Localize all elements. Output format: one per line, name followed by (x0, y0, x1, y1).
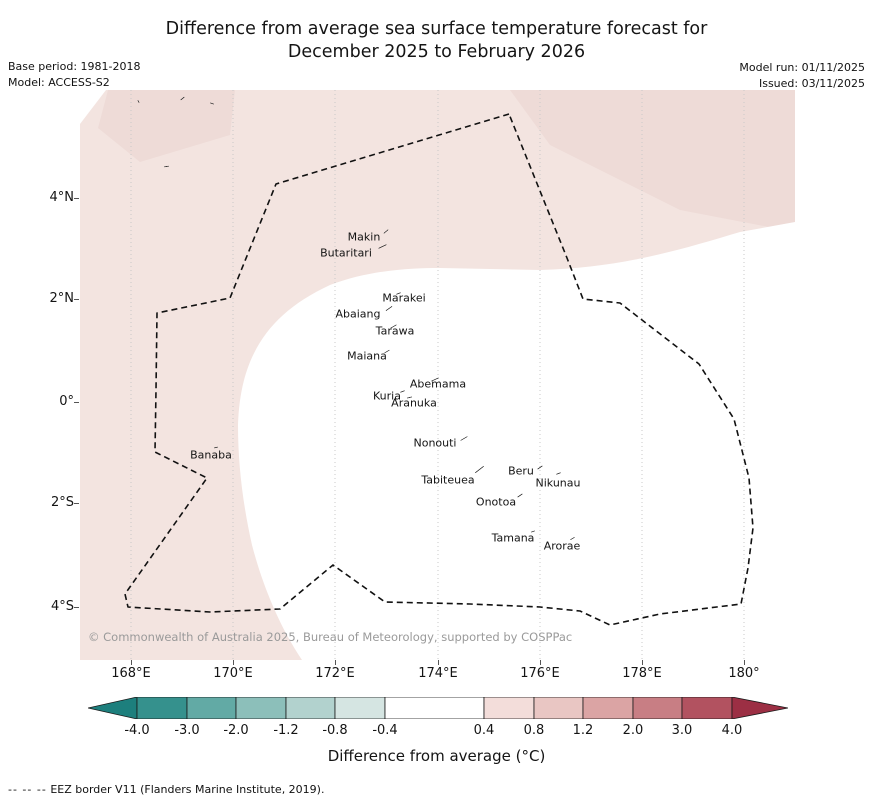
lat-tick-label: 4°S (50, 599, 74, 614)
meta-right: Model run: 01/11/2025 Issued: 03/11/2025 (739, 60, 865, 92)
colorbar-tick-label: 4.0 (721, 723, 743, 738)
lat-tick-label: 2°N (49, 291, 75, 306)
island-label: Kuria (373, 389, 401, 403)
lon-tick-mark (744, 660, 745, 665)
island-label: Maiana (347, 349, 387, 363)
lat-tick-mark (74, 299, 79, 300)
colorbar (87, 696, 789, 720)
lon-tick-mark (438, 660, 439, 665)
island-label: Onotoa (475, 495, 517, 509)
lat-tick-label: 2°S (50, 495, 74, 510)
island-label: Banaba (190, 448, 232, 462)
eez-border-line (124, 113, 754, 626)
lon-tick-label: 172°E (315, 666, 355, 681)
colorbar-tick-label: -3.0 (174, 723, 200, 738)
colorbar-tick-label: -0.4 (372, 723, 398, 738)
colorbar-segment (582, 696, 634, 720)
eez-legend-note: -- -- -- EEZ border V11 (Flanders Marine… (8, 783, 324, 796)
island-label: Butaritari (320, 246, 372, 260)
lon-tick-mark (540, 660, 541, 665)
page-title-line2: December 2025 to February 2026 (287, 42, 586, 62)
lon-tick-label: 176°E (520, 666, 560, 681)
island-label: Tarawa (375, 324, 415, 338)
lon-tick-label: 174°E (418, 666, 458, 681)
island-label: Abemama (409, 377, 467, 391)
colorbar-tick-label: 3.0 (671, 723, 693, 738)
colorbar-tick-label: -4.0 (124, 723, 150, 738)
colorbar-segment (334, 696, 386, 720)
colorbar-tick-label: -1.2 (273, 723, 299, 738)
meta-left: Base period: 1981-2018 Model: ACCESS-S2 (8, 59, 140, 91)
colorbar-segment (285, 696, 336, 720)
island-label: Arorae (543, 539, 581, 553)
colorbar-axis-label: Difference from average (°C) (327, 747, 546, 765)
island-label: Tabiteuea (421, 473, 475, 487)
copyright-text: © Commonwealth of Australia 2025, Bureau… (88, 630, 573, 644)
island-label: Beru (508, 464, 534, 478)
lon-tick-mark (233, 660, 234, 665)
colorbar-segment (235, 696, 287, 720)
island-label: Abaiang (335, 307, 381, 321)
model-text: Model: ACCESS-S2 (8, 76, 110, 89)
lon-tick-mark (642, 660, 643, 665)
lon-tick-label: 178°E (622, 666, 662, 681)
colorbar-segment (632, 696, 683, 720)
colorbar-tick-label: 1.2 (572, 723, 594, 738)
colorbar-tick-label: 0.8 (523, 723, 545, 738)
colorbar-segment (483, 696, 535, 720)
lon-tick-mark (335, 660, 336, 665)
colorbar-tick-label: -0.8 (322, 723, 348, 738)
lon-tick-mark (131, 660, 132, 665)
lat-tick-mark (74, 402, 79, 403)
island-label: Nonouti (413, 436, 457, 450)
lat-tick-mark (74, 607, 79, 608)
lat-tick-mark (74, 198, 79, 199)
lat-tick-mark (74, 503, 79, 504)
colorbar-tick-label: 2.0 (622, 723, 644, 738)
colorbar-segment (533, 696, 584, 720)
eez-dash-sample: -- -- -- (8, 783, 47, 796)
lon-tick-label: 168°E (111, 666, 151, 681)
island-label: Nikunau (535, 476, 581, 490)
island-label: Tamana (491, 531, 535, 545)
colorbar-segment (681, 696, 733, 720)
island-label: Makin (347, 230, 381, 244)
colorbar-tick-label: -2.0 (223, 723, 249, 738)
lon-tick-label: 180° (728, 666, 760, 681)
colorbar-segment (384, 696, 485, 720)
colorbar-segment (136, 696, 188, 720)
island-label: Aranuka (391, 396, 437, 410)
colorbar-segment (186, 696, 237, 720)
page-title-line1: Difference from average sea surface temp… (165, 19, 708, 39)
issued-text: Issued: 03/11/2025 (758, 77, 865, 90)
island-label: Marakei (382, 291, 426, 305)
map-canvas: Makin Butaritari Marakei Abaiang Tarawa Maian… (80, 90, 795, 660)
sst-anomaly-map (80, 90, 795, 660)
lon-tick-label: 170°E (213, 666, 253, 681)
lat-tick-label: 4°N (49, 190, 75, 205)
colorbar-tick-label: 0.4 (473, 723, 495, 738)
lat-tick-label: 0° (59, 394, 74, 409)
base-period-text: Base period: 1981-2018 (8, 60, 141, 73)
model-run-text: Model run: 01/11/2025 (739, 61, 865, 74)
eez-note-text: EEZ border V11 (Flanders Marine Institut… (50, 783, 325, 796)
page-title: Difference from average sea surface temp… (0, 18, 873, 64)
